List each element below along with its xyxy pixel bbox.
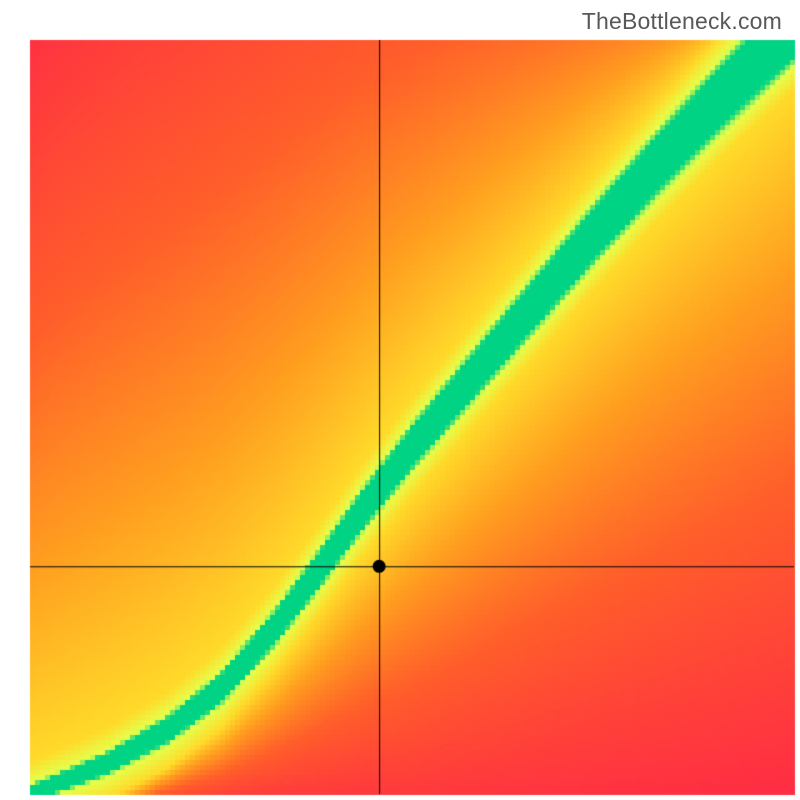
chart-container: TheBottleneck.com bbox=[0, 0, 800, 800]
watermark: TheBottleneck.com bbox=[582, 8, 782, 35]
heatmap-canvas bbox=[0, 0, 800, 800]
